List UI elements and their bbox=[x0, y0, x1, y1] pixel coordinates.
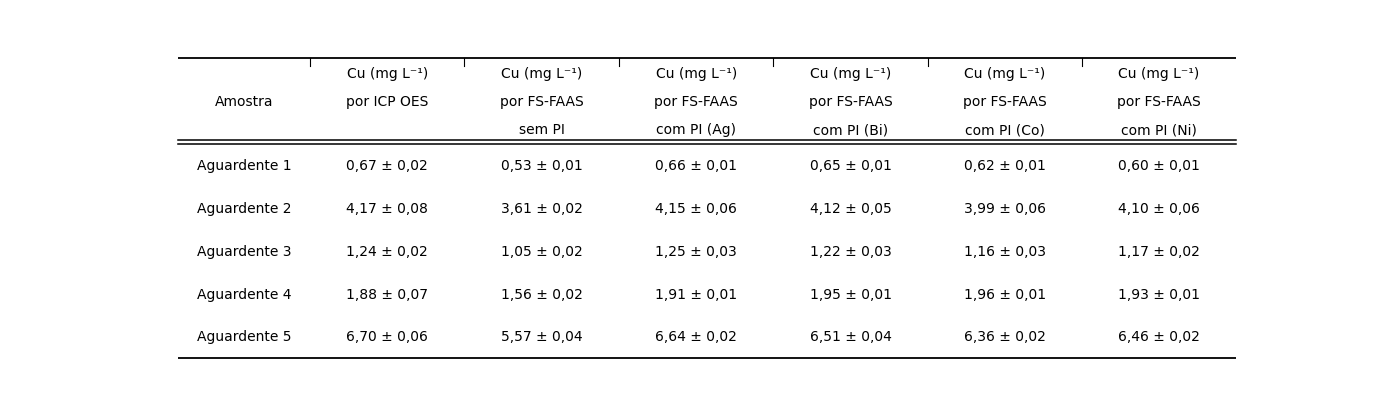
Text: 0,65 ± 0,01: 0,65 ± 0,01 bbox=[809, 159, 892, 173]
Text: Aguardente 2: Aguardente 2 bbox=[197, 202, 291, 216]
Text: Cu (mg L⁻¹): Cu (mg L⁻¹) bbox=[501, 66, 582, 81]
Text: com PI (Ag): com PI (Ag) bbox=[656, 123, 736, 137]
Text: 1,88 ± 0,07: 1,88 ± 0,07 bbox=[346, 287, 429, 301]
Text: 1,22 ± 0,03: 1,22 ± 0,03 bbox=[809, 244, 891, 258]
Text: 4,17 ± 0,08: 4,17 ± 0,08 bbox=[346, 202, 427, 216]
Text: Aguardente 5: Aguardente 5 bbox=[197, 330, 291, 344]
Text: 6,70 ± 0,06: 6,70 ± 0,06 bbox=[346, 330, 427, 344]
Text: 0,60 ± 0,01: 0,60 ± 0,01 bbox=[1118, 159, 1200, 173]
Text: Cu (mg L⁻¹): Cu (mg L⁻¹) bbox=[655, 66, 736, 81]
Text: com PI (Ni): com PI (Ni) bbox=[1121, 123, 1197, 137]
Text: Cu (mg L⁻¹): Cu (mg L⁻¹) bbox=[964, 66, 1045, 81]
Text: 6,64 ± 0,02: 6,64 ± 0,02 bbox=[655, 330, 738, 344]
Text: por FS-FAAS: por FS-FAAS bbox=[808, 95, 892, 109]
Text: 4,10 ± 0,06: 4,10 ± 0,06 bbox=[1118, 202, 1200, 216]
Text: Cu (mg L⁻¹): Cu (mg L⁻¹) bbox=[346, 66, 427, 81]
Text: 6,36 ± 0,02: 6,36 ± 0,02 bbox=[964, 330, 1047, 344]
Text: Cu (mg L⁻¹): Cu (mg L⁻¹) bbox=[809, 66, 891, 81]
Text: 0,53 ± 0,01: 0,53 ± 0,01 bbox=[501, 159, 582, 173]
Text: Aguardente 3: Aguardente 3 bbox=[197, 244, 291, 258]
Text: 1,93 ± 0,01: 1,93 ± 0,01 bbox=[1118, 287, 1200, 301]
Text: 1,24 ± 0,02: 1,24 ± 0,02 bbox=[346, 244, 427, 258]
Text: por FS-FAAS: por FS-FAAS bbox=[963, 95, 1047, 109]
Text: 4,15 ± 0,06: 4,15 ± 0,06 bbox=[655, 202, 738, 216]
Text: 3,61 ± 0,02: 3,61 ± 0,02 bbox=[501, 202, 582, 216]
Text: sem PI: sem PI bbox=[519, 123, 564, 137]
Text: por ICP OES: por ICP OES bbox=[346, 95, 429, 109]
Text: 1,17 ± 0,02: 1,17 ± 0,02 bbox=[1118, 244, 1200, 258]
Text: 0,62 ± 0,01: 0,62 ± 0,01 bbox=[964, 159, 1047, 173]
Text: 1,91 ± 0,01: 1,91 ± 0,01 bbox=[655, 287, 738, 301]
Text: 6,51 ± 0,04: 6,51 ± 0,04 bbox=[809, 330, 892, 344]
Text: 0,66 ± 0,01: 0,66 ± 0,01 bbox=[655, 159, 738, 173]
Text: 1,95 ± 0,01: 1,95 ± 0,01 bbox=[809, 287, 892, 301]
Text: por FS-FAAS: por FS-FAAS bbox=[1117, 95, 1201, 109]
Text: 6,46 ± 0,02: 6,46 ± 0,02 bbox=[1118, 330, 1200, 344]
Text: por FS-FAAS: por FS-FAAS bbox=[499, 95, 583, 109]
Text: 1,16 ± 0,03: 1,16 ± 0,03 bbox=[964, 244, 1047, 258]
Text: Cu (mg L⁻¹): Cu (mg L⁻¹) bbox=[1118, 66, 1200, 81]
Text: 1,56 ± 0,02: 1,56 ± 0,02 bbox=[501, 287, 582, 301]
Text: 1,96 ± 0,01: 1,96 ± 0,01 bbox=[964, 287, 1047, 301]
Text: Aguardente 4: Aguardente 4 bbox=[197, 287, 291, 301]
Text: 1,05 ± 0,02: 1,05 ± 0,02 bbox=[501, 244, 582, 258]
Text: com PI (Bi): com PI (Bi) bbox=[814, 123, 888, 137]
Text: 4,12 ± 0,05: 4,12 ± 0,05 bbox=[809, 202, 891, 216]
Text: Aguardente 1: Aguardente 1 bbox=[197, 159, 291, 173]
Text: 5,57 ± 0,04: 5,57 ± 0,04 bbox=[501, 330, 582, 344]
Text: 3,99 ± 0,06: 3,99 ± 0,06 bbox=[964, 202, 1047, 216]
Text: com PI (Co): com PI (Co) bbox=[965, 123, 1045, 137]
Text: Amostra: Amostra bbox=[215, 95, 273, 109]
Text: 1,25 ± 0,03: 1,25 ± 0,03 bbox=[655, 244, 736, 258]
Text: 0,67 ± 0,02: 0,67 ± 0,02 bbox=[346, 159, 427, 173]
Text: por FS-FAAS: por FS-FAAS bbox=[654, 95, 738, 109]
